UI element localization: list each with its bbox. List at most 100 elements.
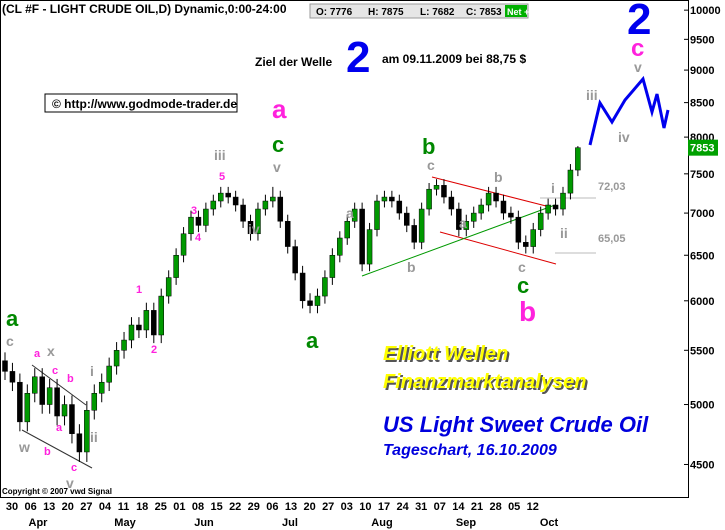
x-tick-label: 05 <box>508 501 520 513</box>
annotation: v <box>273 159 281 175</box>
annotation: c <box>272 132 284 157</box>
x-tick-label: 21 <box>471 501 483 513</box>
x-tick-label: 14 <box>452 501 465 513</box>
candle-body <box>485 192 492 206</box>
annotation: 1 <box>136 284 142 296</box>
ohlc-high: H: 7875 <box>368 7 404 18</box>
y-tick-label: 9500 <box>690 34 714 46</box>
month-label: Sep <box>456 517 476 529</box>
candle-body <box>456 208 462 230</box>
candle-body <box>366 229 373 265</box>
annotation: i <box>551 180 555 196</box>
candle-body <box>322 277 328 297</box>
caption: Tageschart, 16.10.2009 <box>383 442 557 459</box>
annotation: i <box>90 363 94 379</box>
candle-body <box>284 221 291 247</box>
candle-body <box>411 225 417 243</box>
headline: Elliott Wellen Elliott Wellen Finanzmark… <box>383 343 649 459</box>
candle-body <box>128 324 135 341</box>
candle-body <box>552 204 559 210</box>
annotation: 72,03 <box>598 181 626 193</box>
candle-body <box>225 192 231 198</box>
headline-line: Finanzmarktanalysen <box>383 371 586 393</box>
x-tick-label: 22 <box>229 501 241 513</box>
x-tick-label: 08 <box>192 501 204 513</box>
annotation: c <box>52 365 58 377</box>
trend-line <box>21 429 93 469</box>
candle-body <box>240 204 246 222</box>
candle-body <box>299 272 306 302</box>
x-tick-label: 31 <box>415 501 427 513</box>
headline-line: Elliott Wellen <box>383 343 508 365</box>
candle-body <box>9 371 16 383</box>
candle-body <box>195 216 202 226</box>
annotation: a <box>459 215 467 231</box>
candle-body <box>493 192 499 202</box>
candle-body <box>121 339 127 351</box>
candle-body <box>448 196 455 210</box>
candle-body <box>113 350 120 367</box>
candle-body <box>545 204 551 214</box>
ohlc-open: O: 7776 <box>316 7 353 18</box>
price-tag <box>688 139 718 156</box>
candle-body <box>277 196 284 222</box>
annotation: a <box>56 422 63 434</box>
candle-body <box>106 365 112 383</box>
annotation: 3 <box>191 205 197 217</box>
copyright-box <box>44 93 238 113</box>
annotation: b <box>44 446 51 458</box>
candle-body <box>441 185 447 198</box>
y-tick-label: 5000 <box>690 400 714 412</box>
headline-shadow: Finanzmarktanalysen <box>385 373 588 395</box>
annotation: c <box>517 273 529 298</box>
x-tick-label: 25 <box>155 501 167 513</box>
x-tick-label: 06 <box>24 501 36 513</box>
trend-line <box>431 176 551 208</box>
annotation: am 09.11.2009 bei 88,75 $ <box>382 52 526 66</box>
candle-body <box>54 387 60 417</box>
month-label: Jul <box>282 517 298 529</box>
x-tick-label: 27 <box>80 501 92 513</box>
ohlc-low: L: 7682 <box>420 7 455 18</box>
candle-body <box>2 360 8 372</box>
y-tick-label: 8500 <box>690 98 714 110</box>
candle-body <box>463 221 470 230</box>
candle-body <box>151 310 157 336</box>
candle-body <box>292 246 298 274</box>
x-tick-label: 12 <box>527 501 539 513</box>
x-tick-label: 04 <box>99 501 112 513</box>
y-tick-label: 5500 <box>690 345 714 357</box>
candle-body <box>470 212 477 222</box>
annotation: a <box>34 348 41 360</box>
candle-body <box>91 393 98 411</box>
annotation: b <box>422 134 435 159</box>
annotation: c <box>71 462 77 474</box>
candle-body <box>537 212 544 230</box>
candle-body <box>515 216 522 243</box>
candle-body <box>270 196 276 202</box>
annotation: iv <box>248 221 260 237</box>
annotation: x <box>47 343 55 359</box>
annotation: c <box>518 259 526 275</box>
annotation: 65,05 <box>598 233 626 245</box>
annotations: Ziel der Welle 2 am 09.11.2009 bei 88,75 $… <box>6 0 651 491</box>
candle-body <box>307 300 313 306</box>
x-tick-label: 13 <box>43 501 55 513</box>
annotation: c <box>427 157 435 173</box>
x-tick-label: 06 <box>266 501 278 513</box>
annotation: c <box>6 333 14 349</box>
net-change: Net +95 <box>507 7 539 17</box>
candle-body <box>84 409 90 453</box>
candle-body <box>351 208 358 222</box>
annotation: 4 <box>195 232 202 244</box>
annotation: a <box>272 94 287 124</box>
candle-body <box>136 324 142 331</box>
candle-body <box>173 255 179 278</box>
trend-line <box>361 204 556 277</box>
x-tick-label: 24 <box>396 501 409 513</box>
annotation: a <box>346 205 354 221</box>
trend-line <box>439 231 557 265</box>
candle-body <box>203 208 209 226</box>
ohlc-close: C: 7853 <box>466 7 502 18</box>
candle-body <box>329 255 336 278</box>
